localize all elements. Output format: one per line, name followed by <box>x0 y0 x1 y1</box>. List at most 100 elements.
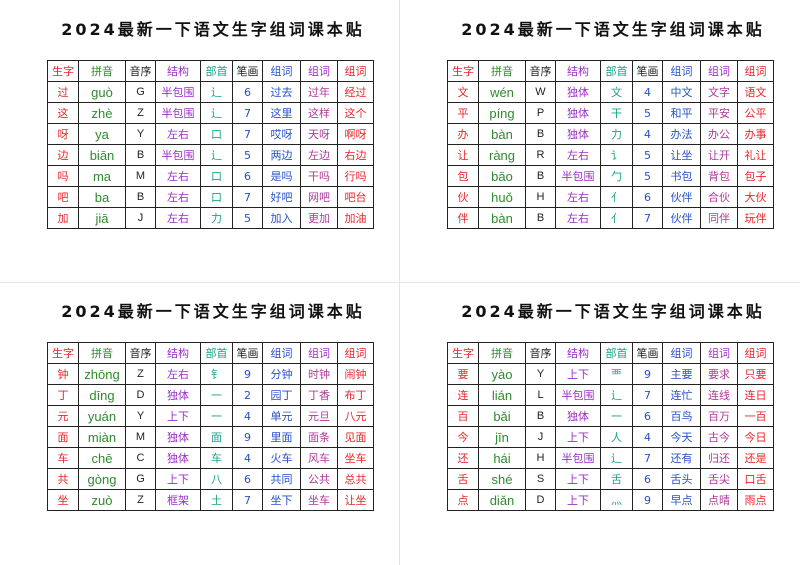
cell: 经过 <box>337 81 374 103</box>
cell: 分钟 <box>262 363 301 385</box>
table: 生字 拼音 音序 结构 部首 笔画 组词 组词 组词钟 zhōng Z 左右钅 9 分钟 时钟 闹钟丁 dīng… <box>47 342 374 511</box>
cell: 左右 <box>155 123 201 145</box>
sheet: 2024最新一下语文生字组词课本贴 生字 拼音 音序 结构 部首 笔画 组词 组词 组词过 guò G… <box>0 0 400 282</box>
cell: Z <box>125 489 156 511</box>
cell: 过 <box>47 81 79 103</box>
row: 伙 huǒ H 左右亻 6 伙伴 合伙 大伙 <box>447 186 774 208</box>
cell: 办事 <box>737 123 774 145</box>
cell: 钟 <box>47 363 79 385</box>
cell: 4 <box>632 123 663 145</box>
sheet: 2024最新一下语文生字组词课本贴 生字 拼音 音序 结构 部首 笔画 组词 组词 组词钟 zhōn… <box>0 282 400 564</box>
header-cell: 组词 <box>300 342 338 364</box>
cell: 4 <box>632 81 663 103</box>
cell: 7 <box>632 447 663 469</box>
cell: 舌 <box>600 468 633 490</box>
cell: M <box>125 165 156 187</box>
cell: B <box>525 123 556 145</box>
cell: 半包围 <box>555 384 601 406</box>
cell: 是吗 <box>262 165 301 187</box>
cell: H <box>525 447 556 469</box>
cell: 7 <box>632 384 663 406</box>
cell: 一 <box>600 405 633 427</box>
cell: 左右 <box>155 186 201 208</box>
cell: 今日 <box>737 426 774 448</box>
cell: 干吗 <box>300 165 338 187</box>
cell: B <box>125 186 156 208</box>
cell: P <box>525 102 556 124</box>
row: 车 chē C 独体车 4 火车 风车 坐车 <box>47 447 374 469</box>
cell: 6 <box>232 81 263 103</box>
cell: 共 <box>47 468 79 490</box>
row: 吧 ba B 左右口 7 好吧 网吧 吧台 <box>47 186 374 208</box>
cell: 共同 <box>262 468 301 490</box>
header-row: 生字 拼音 音序 结构 部首 笔画 组词 组词 组词 <box>47 60 374 82</box>
header-cell: 组词 <box>300 60 338 82</box>
cell: 勹 <box>600 165 633 187</box>
table: 生字 拼音 音序 结构 部首 笔画 组词 组词 组词文 wén W 独体文 4 中文 文字 语文平 píng P 独… <box>447 60 774 229</box>
cell: Z <box>125 102 156 124</box>
header-cell: 结构 <box>555 342 601 364</box>
cell: 同伴 <box>700 207 738 229</box>
cell: 4 <box>232 447 263 469</box>
cell: W <box>525 81 556 103</box>
cell: 伙 <box>447 186 479 208</box>
cell: 归还 <box>700 447 738 469</box>
cell: 礼让 <box>737 144 774 166</box>
cell: 要求 <box>700 363 738 385</box>
cell: 坐下 <box>262 489 301 511</box>
title: 2024最新一下语文生字组词课本贴 <box>61 302 365 321</box>
cell: bǎi <box>478 405 526 427</box>
cell: 点晴 <box>700 489 738 511</box>
cell: 覀 <box>600 363 633 385</box>
cell: 文字 <box>700 81 738 103</box>
cell: 4 <box>232 405 263 427</box>
header-cell: 部首 <box>200 60 233 82</box>
cell: guò <box>78 81 126 103</box>
header-cell: 笔画 <box>632 60 663 82</box>
row: 面 miàn M 独体面 9 里面 面条 见面 <box>47 426 374 448</box>
cell: 这样 <box>300 102 338 124</box>
header-cell: 组词 <box>262 342 301 364</box>
cell: 上下 <box>555 489 601 511</box>
cell: 右边 <box>337 144 374 166</box>
cell: C <box>125 447 156 469</box>
cell: 6 <box>632 468 663 490</box>
cell: 2 <box>232 384 263 406</box>
cell: 上下 <box>155 468 201 490</box>
cell: 辶 <box>200 81 233 103</box>
cell: 雨点 <box>737 489 774 511</box>
title: 2024最新一下语文生字组词课本贴 <box>61 20 365 39</box>
cell: 9 <box>232 363 263 385</box>
cell: 闹钟 <box>337 363 374 385</box>
cell: 连日 <box>737 384 774 406</box>
cell: 5 <box>232 207 263 229</box>
cell: 力 <box>600 123 633 145</box>
cell: dīng <box>78 384 126 406</box>
cell: 4 <box>632 426 663 448</box>
header-cell: 生字 <box>447 60 479 82</box>
row: 文 wén W 独体文 4 中文 文字 语文 <box>447 81 774 103</box>
cell: 见面 <box>337 426 374 448</box>
cell: 7 <box>232 489 263 511</box>
row: 让 ràng R 左右讠 5 让坐 让开 礼让 <box>447 144 774 166</box>
header-cell: 拼音 <box>78 342 126 364</box>
row: 加 jiā J 左右力 5 加入 更加 加油 <box>47 207 374 229</box>
cell: 半包围 <box>155 81 201 103</box>
cell: 车 <box>200 447 233 469</box>
cell: 行吗 <box>337 165 374 187</box>
cell: 独体 <box>555 102 601 124</box>
cell: 古今 <box>700 426 738 448</box>
cell: 语文 <box>737 81 774 103</box>
row: 还 hái H 半包围辶 7 还有 归还 还是 <box>447 447 774 469</box>
cell: 6 <box>632 405 663 427</box>
cell: ma <box>78 165 126 187</box>
sheet: 2024最新一下语文生字组词课本贴 生字 拼音 音序 结构 部首 笔画 组词 组词 组词文 wén W… <box>400 0 800 282</box>
cell: 包子 <box>737 165 774 187</box>
header-cell: 音序 <box>125 60 156 82</box>
cell: 过去 <box>262 81 301 103</box>
row: 舌 shé S 上下舌 6 舌头 舌尖 口舌 <box>447 468 774 490</box>
cell: 总共 <box>337 468 374 490</box>
cell: 6 <box>232 468 263 490</box>
header-cell: 生字 <box>47 342 79 364</box>
cell: 独体 <box>555 405 601 427</box>
